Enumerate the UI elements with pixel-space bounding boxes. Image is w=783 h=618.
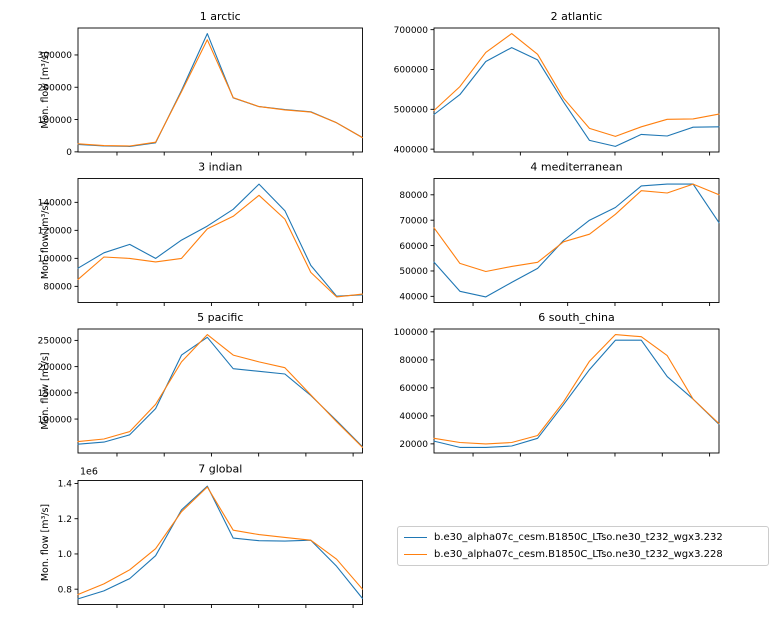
subplot-indian: 80000 100000 120000 140000 3 indian Mon. flow… <box>0 155 391 307</box>
subplot-title: 2 atlantic <box>551 10 603 23</box>
legend-label: b.e30_alpha07c_cesm.B1850C_LTso.ne30_t23… <box>434 531 723 543</box>
subplot-atlantic: 400000 500000 600000 700000 2 atlantic <box>388 0 783 158</box>
series-line-blue <box>77 33 364 147</box>
y-tick-label: 500000 <box>394 106 429 116</box>
series-line-blue <box>77 336 364 448</box>
y-tick-label: 150000 <box>38 389 73 399</box>
y-axis-label: Mon. flow [m³/s] <box>40 504 51 581</box>
plot-svg: 80000 100000 120000 140000 3 indian Mon. flow… <box>38 161 364 306</box>
series-line-orange <box>77 486 364 596</box>
y-tick-label: 1.4 <box>58 480 73 490</box>
y-tick-label: 40000 <box>399 412 428 422</box>
series-line-orange <box>433 183 720 273</box>
y-tick-label: 700000 <box>394 26 429 36</box>
series-line-blue <box>433 47 720 147</box>
plot-svg: 20000 40000 60000 80000 100000 6 south_china <box>394 311 720 457</box>
y-tick-label: 400000 <box>394 145 429 155</box>
subplot-title: 5 pacific <box>197 311 243 324</box>
subplot-arctic: 0 100000 200000 300000 1 arctic Mon. flow [m³… <box>0 0 391 158</box>
y-tick-label: 80000 <box>399 356 428 366</box>
y-tick-label: 80000 <box>399 191 428 201</box>
y-tick-label: 70000 <box>399 216 428 226</box>
subplot-title: 3 indian <box>198 161 242 174</box>
series-line-blue <box>77 183 364 297</box>
axes-frame <box>77 328 363 454</box>
subplot-title: 7 global <box>198 463 242 476</box>
plot-svg: 0.8 1.0 1.2 1.4 7 global 1e6 Mon. flow [m³/s] <box>40 463 364 608</box>
y-tick-label: 40000 <box>399 293 428 303</box>
y-tick-label: 0 <box>66 148 72 158</box>
axes-frame <box>77 480 363 605</box>
y-tick-label: 20000 <box>399 440 428 450</box>
y-tick-label: 1.0 <box>58 550 73 560</box>
y-tick-label: 100000 <box>38 255 73 265</box>
subplot-title: 4 mediterranean <box>530 161 622 174</box>
y-tick-label: 100000 <box>38 116 73 126</box>
plot-svg: 40000 50000 60000 70000 80000 4 mediterranean <box>399 161 720 306</box>
y-tick-label: 60000 <box>399 384 428 394</box>
y-tick-label: 120000 <box>38 227 73 237</box>
legend: b.e30_alpha07c_cesm.B1850C_LTso.ne30_t23… <box>397 526 769 566</box>
y-tick-label: 100000 <box>394 328 429 338</box>
y-tick-label: 140000 <box>38 199 73 209</box>
axes-frame <box>77 27 363 153</box>
plot-svg: 100000 150000 200000 250000 5 pacific Mon. fl… <box>38 311 364 457</box>
y-axis-offset-text: 1e6 <box>80 467 98 478</box>
legend-label: b.e30_alpha07c_cesm.B1850C_LTso.ne30_t23… <box>434 549 723 561</box>
y-tick-label: 200000 <box>38 83 73 93</box>
y-axis-label: Mon. flow [m³/s] <box>40 352 51 429</box>
y-tick-label: 60000 <box>399 242 428 252</box>
y-tick-label: 250000 <box>38 337 73 347</box>
axes-frame <box>433 328 720 454</box>
y-tick-label: 100000 <box>38 415 73 425</box>
y-tick-label: 1.2 <box>58 515 72 525</box>
series-line-blue <box>433 339 720 448</box>
plot-svg: 0 100000 200000 300000 1 arctic Mon. flow [m³… <box>38 10 364 158</box>
legend-entry: b.e30_alpha07c_cesm.B1850C_LTso.ne30_t23… <box>404 546 762 563</box>
y-axis-label: Mon. flow [m³/s] <box>40 51 51 128</box>
axes-frame <box>433 27 720 153</box>
subplot-south-china: 20000 40000 60000 80000 100000 6 south_china <box>388 305 783 457</box>
subplot-title: 1 arctic <box>200 10 241 23</box>
y-tick-label: 80000 <box>43 283 72 293</box>
axes-frame <box>77 178 363 303</box>
axes-frame <box>433 178 720 303</box>
series-line-blue <box>77 485 364 600</box>
subplot-title: 6 south_china <box>538 311 615 324</box>
y-tick-label: 0.8 <box>58 585 73 595</box>
series-line-orange <box>77 334 364 448</box>
series-line-blue <box>433 183 720 298</box>
series-line-orange <box>77 39 364 147</box>
y-tick-label: 50000 <box>399 267 428 277</box>
subplot-pacific: 100000 150000 200000 250000 5 pacific Mon. fl… <box>0 305 391 457</box>
y-tick-label: 300000 <box>38 51 73 61</box>
subplot-global: 0.8 1.0 1.2 1.4 7 global 1e6 Mon. flow [m³/s] <box>0 455 391 618</box>
legend-line-swatch-orange <box>404 554 427 556</box>
legend-line-swatch-blue <box>404 536 427 538</box>
series-line-orange <box>77 194 364 298</box>
series-line-orange <box>433 334 720 445</box>
y-axis-label: Mon. flow [m³/s] <box>40 202 51 279</box>
legend-entry: b.e30_alpha07c_cesm.B1850C_LTso.ne30_t23… <box>404 529 762 546</box>
y-tick-label: 600000 <box>394 66 429 76</box>
series-line-orange <box>433 33 720 137</box>
y-tick-label: 200000 <box>38 363 73 373</box>
plot-svg: 400000 500000 600000 700000 2 atlantic <box>394 10 720 156</box>
subplot-mediterranean: 40000 50000 60000 70000 80000 4 mediterranean <box>388 155 783 307</box>
